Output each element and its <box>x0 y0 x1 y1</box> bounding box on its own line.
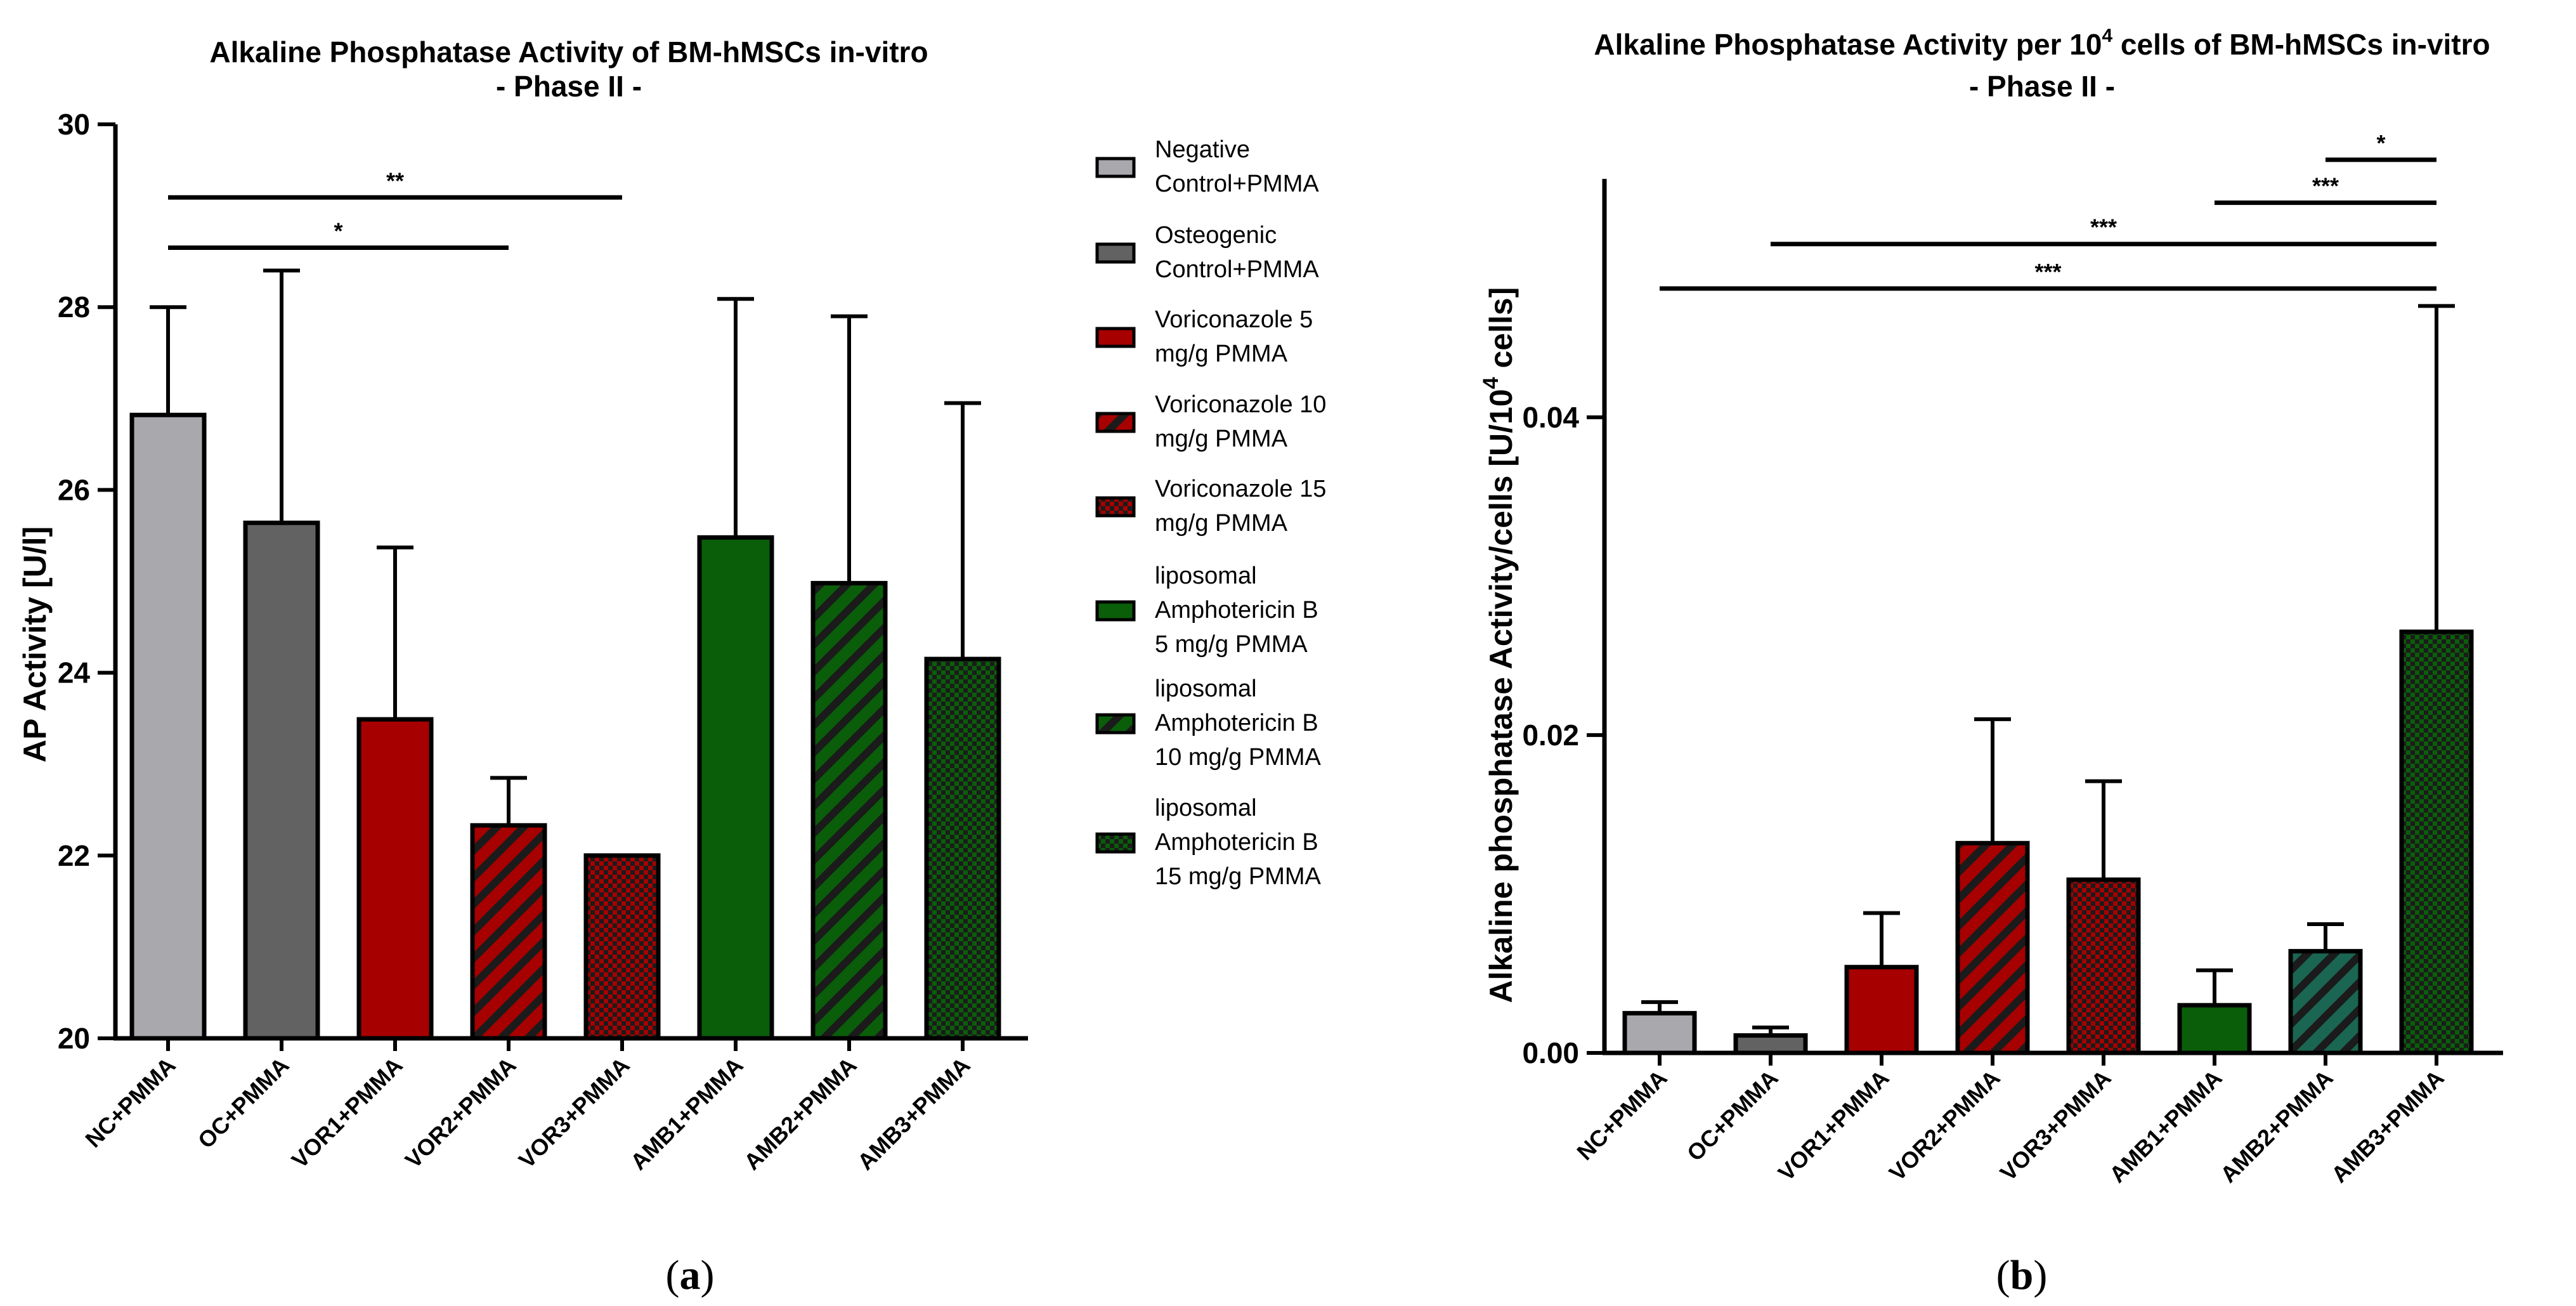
bar-AMB3+PMMA <box>2399 629 2474 1055</box>
chart-a-bars <box>129 412 1001 1041</box>
legend-label: Control+PMMA <box>1155 256 1319 283</box>
chart-a-significance: *** <box>168 167 622 251</box>
significance-label: ** <box>386 167 404 193</box>
legend-label: liposomal <box>1155 676 1257 702</box>
x-tick-label: VOR1+PMMA <box>1773 1065 1894 1186</box>
x-tick-label: VOR2+PMMA <box>400 1052 521 1173</box>
bar-AMB2+PMMA <box>810 580 888 1041</box>
y-tick-label: 24 <box>58 656 91 689</box>
bar-NC+PMMA <box>1622 1010 1697 1055</box>
legend-label: Amphotericin B <box>1155 597 1318 624</box>
x-tick-label: VOR3+PMMA <box>514 1052 635 1173</box>
bar-NC+PMMA <box>129 412 207 1041</box>
bar-OC+PMMA <box>1733 1033 1808 1055</box>
y-tick-label: 30 <box>58 108 90 141</box>
x-tick-label: NC+PMMA <box>1571 1065 1672 1165</box>
chart-b: Alkaline Phosphatase Activity per 104 ce… <box>1479 25 2503 1298</box>
significance-label: * <box>2376 130 2385 156</box>
y-tick-label: 20 <box>58 1022 90 1055</box>
legend-label: Control+PMMA <box>1155 171 1319 197</box>
y-tick-label: 28 <box>58 291 90 323</box>
x-tick-label: AMB1+PMMA <box>625 1052 748 1175</box>
x-tick-label: OC+PMMA <box>1682 1065 1783 1166</box>
bar-VOR2+PMMA <box>1955 840 2030 1055</box>
chart-b-bars <box>1622 629 2474 1055</box>
legend-swatch <box>1095 713 1136 735</box>
y-tick-label: 0.02 <box>1522 719 1579 752</box>
legend-label: mg/g PMMA <box>1155 426 1288 452</box>
chart-a-title-line1: Alkaline Phosphatase Activity of BM-hMSC… <box>209 36 928 69</box>
legend: Negative Control+PMMA Osteogenic Control+PM… <box>1095 136 1326 890</box>
significance-label: *** <box>2034 259 2061 285</box>
legend-label: Amphotericin B <box>1155 710 1318 736</box>
legend-label: Voriconazole 15 <box>1155 476 1326 502</box>
legend-label: mg/g PMMA <box>1155 510 1288 537</box>
panel-label-b: (b) <box>1996 1252 2048 1298</box>
legend-label: 15 mg/g PMMA <box>1155 863 1322 890</box>
significance-label: * <box>334 218 342 244</box>
y-tick-label: 0.04 <box>1522 401 1579 434</box>
chart-a-y-ticks: 20 22 24 26 28 30 <box>58 108 115 1055</box>
panel-label-a: (a) <box>666 1252 715 1298</box>
significance-label: *** <box>2312 173 2339 199</box>
chart-b-title-line2: - Phase II - <box>1969 70 2115 103</box>
legend-label: Amphotericin B <box>1155 829 1318 856</box>
x-tick-label: AMB3+PMMA <box>2326 1065 2449 1188</box>
chart-a-title-line2: - Phase II - <box>496 70 642 103</box>
chart-b-error-bars <box>1641 304 2455 1036</box>
bar-VOR2+PMMA <box>470 823 547 1041</box>
x-tick-label: AMB1+PMMA <box>2104 1065 2227 1188</box>
legend-label: Osteogenic <box>1155 222 1277 249</box>
chart-a-y-axis-label: AP Activity [U/l] <box>17 526 53 762</box>
bar-VOR3+PMMA <box>583 853 661 1041</box>
legend-label: 10 mg/g PMMA <box>1155 744 1322 771</box>
legend-swatch <box>1095 242 1136 264</box>
y-tick-label: 26 <box>58 473 90 506</box>
legend-swatch <box>1095 412 1136 433</box>
y-tick-label: 22 <box>58 839 90 872</box>
y-tick-label: 0.00 <box>1522 1036 1579 1069</box>
chart-a-x-tick-labels: NC+PMMA OC+PMMAVOR1+PMMAVOR2+PMMAVOR3+PMM… <box>80 1038 975 1175</box>
legend-label: Voriconazole 5 <box>1155 306 1313 333</box>
x-tick-label: NC+PMMA <box>80 1052 180 1153</box>
x-tick-label: AMB2+PMMA <box>739 1052 862 1175</box>
legend-swatch <box>1095 496 1136 518</box>
legend-label: liposomal <box>1155 563 1257 589</box>
x-tick-label: AMB3+PMMA <box>852 1052 975 1175</box>
chart-b-x-tick-labels: NC+PMMA OC+PMMAVOR1+PMMAVOR2+PMMAVOR3+PMM… <box>1571 1053 2449 1187</box>
x-tick-label: VOR3+PMMA <box>1995 1065 2116 1186</box>
bar-VOR1+PMMA <box>356 717 434 1041</box>
legend-swatch <box>1095 832 1136 854</box>
legend-swatch <box>1095 157 1136 178</box>
x-tick-label: VOR2+PMMA <box>1884 1065 2005 1186</box>
x-tick-label: VOR1+PMMA <box>287 1052 408 1173</box>
bar-VOR3+PMMA <box>2066 877 2141 1055</box>
legend-label: Negative <box>1155 136 1250 163</box>
legend-label: mg/g PMMA <box>1155 341 1288 367</box>
legend-swatch <box>1095 600 1136 622</box>
significance-label: *** <box>2090 214 2117 240</box>
bar-VOR1+PMMA <box>1844 965 1919 1055</box>
chart-b-y-ticks: 0.00 0.02 0.04 <box>1522 401 1604 1069</box>
bar-AMB1+PMMA <box>2177 1003 2252 1055</box>
legend-label: 5 mg/g PMMA <box>1155 631 1308 658</box>
x-tick-label: OC+PMMA <box>193 1052 294 1154</box>
bar-OC+PMMA <box>243 520 320 1041</box>
chart-b-significance: ********** <box>1660 130 2436 291</box>
bar-AMB2+PMMA <box>2288 949 2363 1055</box>
chart-b-title-line1: Alkaline Phosphatase Activity per 104 ce… <box>1594 25 2490 61</box>
bar-AMB1+PMMA <box>697 535 774 1041</box>
bar-AMB3+PMMA <box>924 656 1001 1041</box>
chart-a-error-bars <box>150 268 981 826</box>
chart-a: Alkaline Phosphatase Activity of BM-hMSC… <box>17 36 1028 1298</box>
legend-label: Voriconazole 10 <box>1155 391 1326 418</box>
legend-swatch <box>1095 327 1136 348</box>
x-tick-label: AMB2+PMMA <box>2215 1065 2338 1188</box>
chart-b-y-axis-label: Alkaline phosphatase Activity/cells [U/1… <box>1479 287 1519 1003</box>
legend-label: liposomal <box>1155 795 1257 821</box>
